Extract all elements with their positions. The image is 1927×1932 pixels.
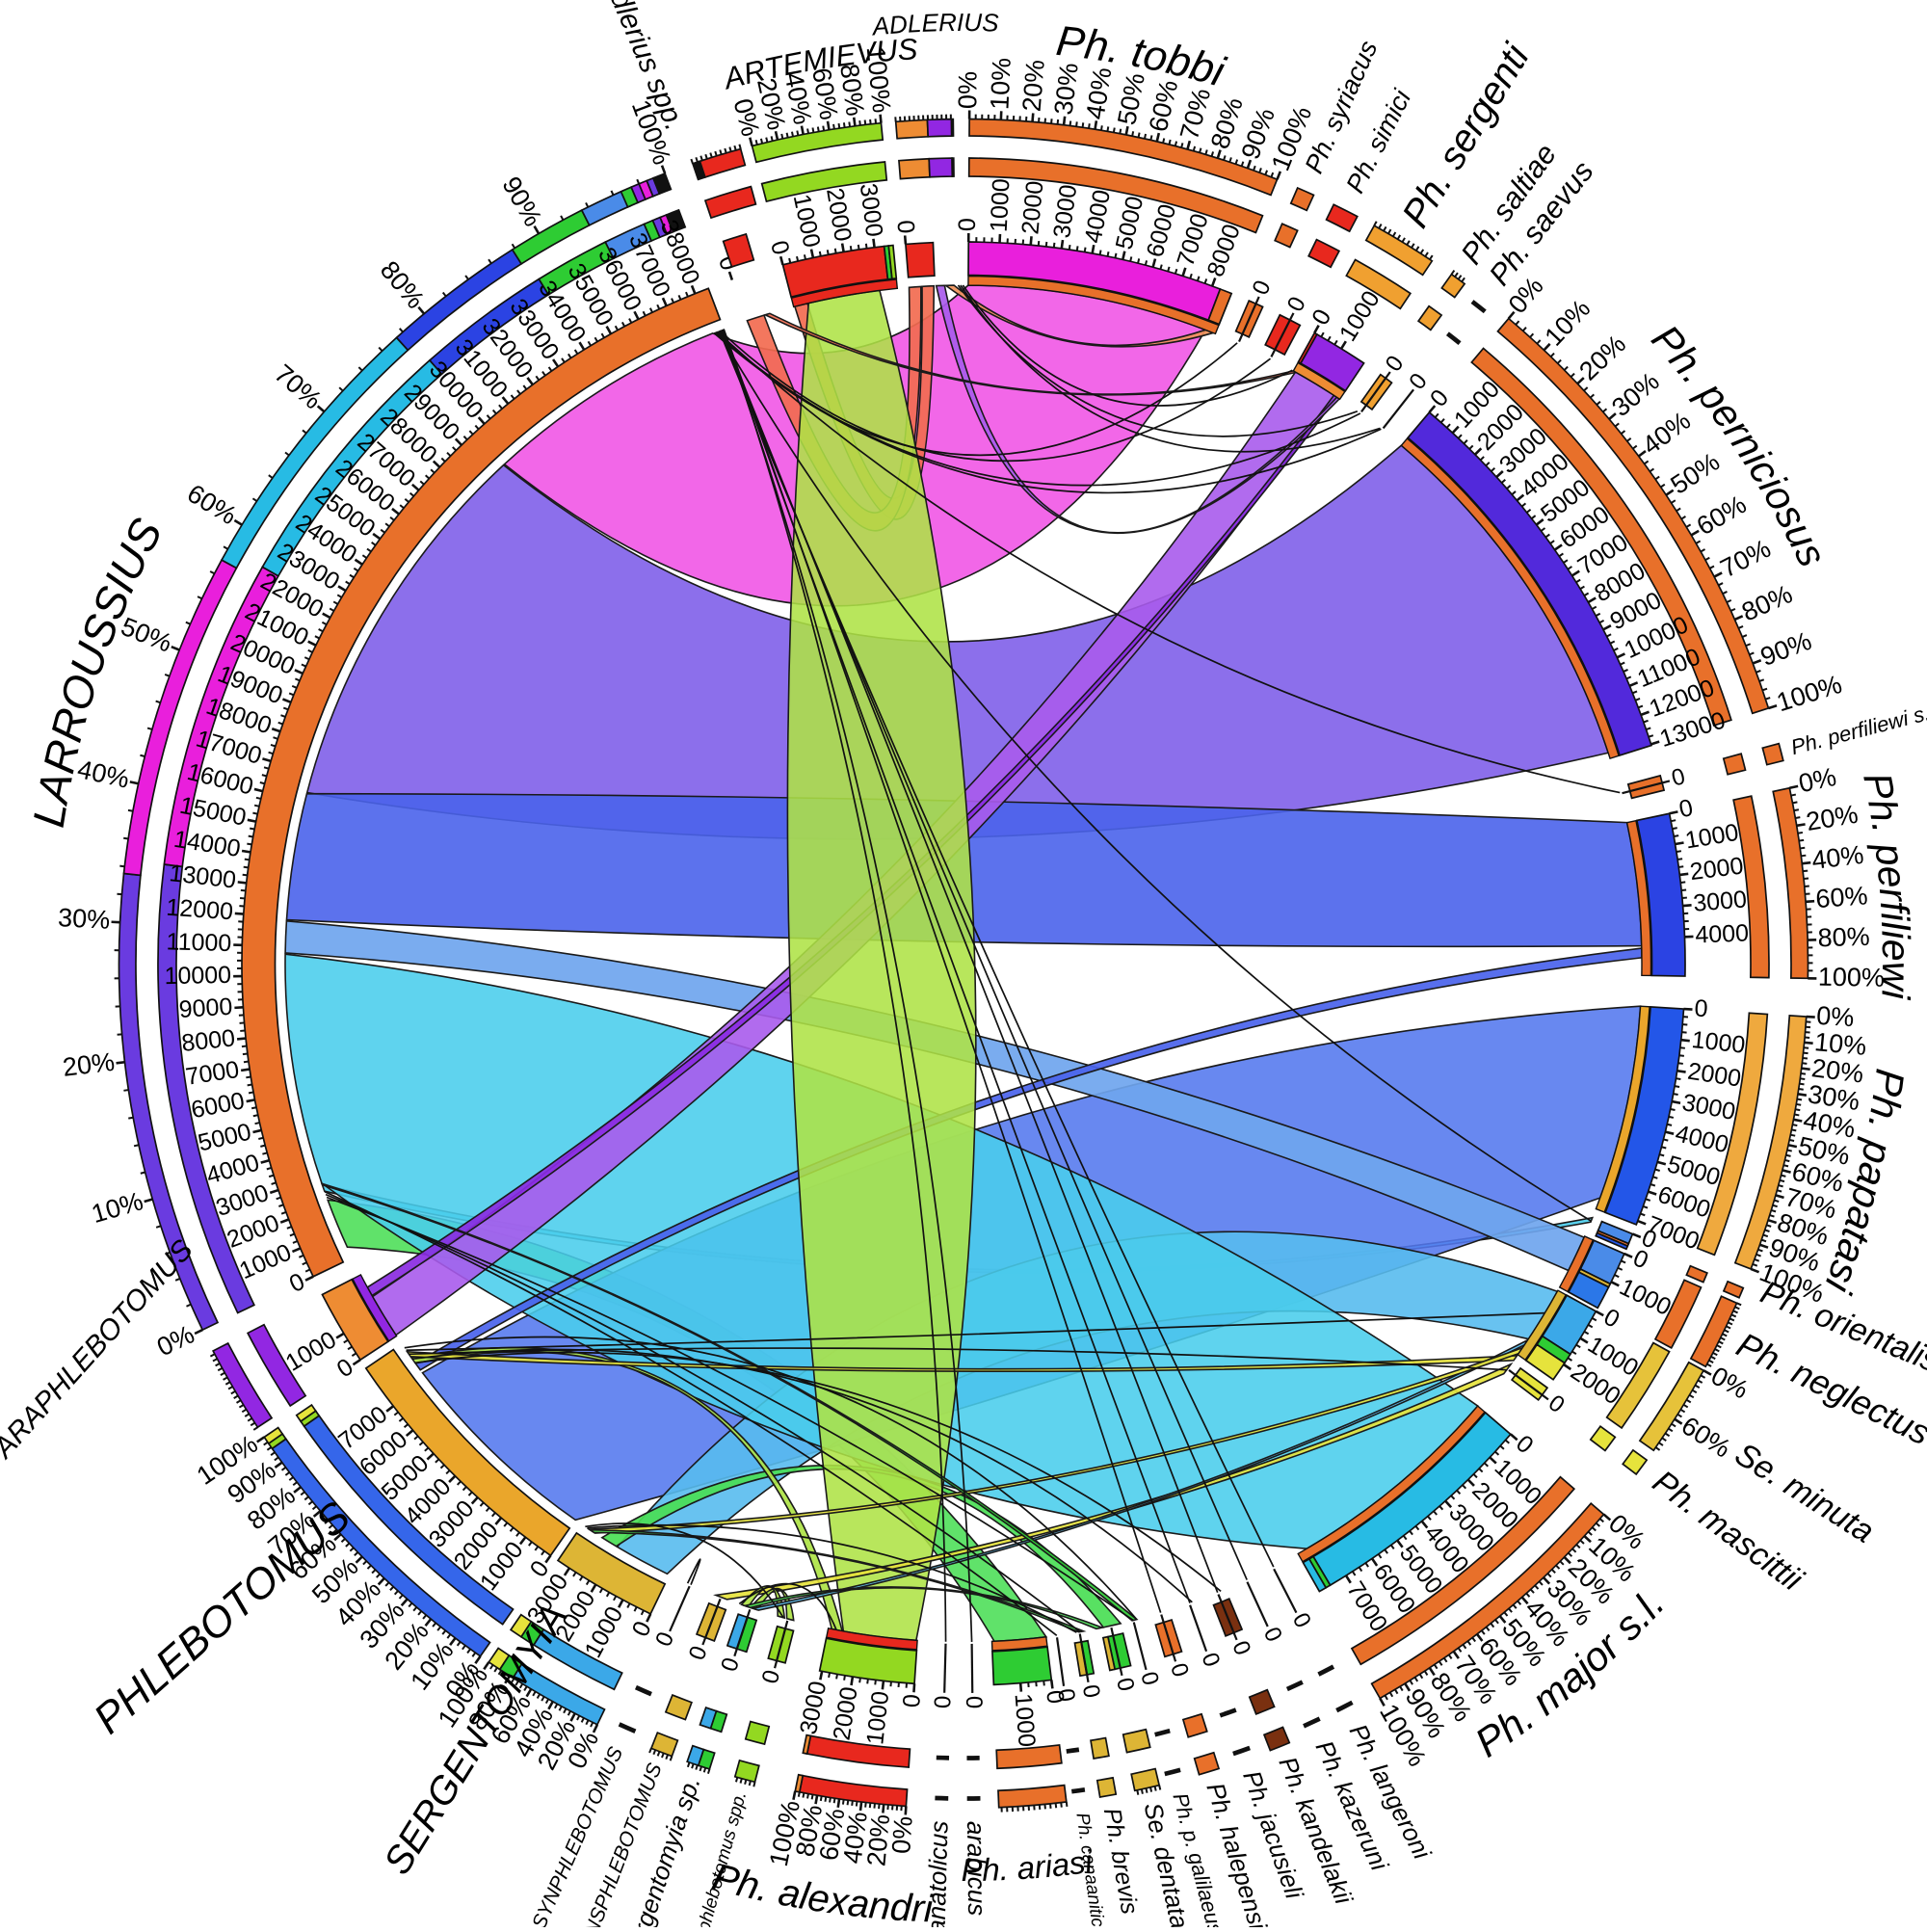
svg-text:0: 0 bbox=[961, 1696, 987, 1709]
svg-text:20%: 20% bbox=[1017, 59, 1050, 113]
svg-text:10%: 10% bbox=[985, 57, 1016, 110]
svg-text:0: 0 bbox=[1694, 994, 1709, 1022]
svg-text:9000: 9000 bbox=[178, 993, 233, 1023]
svg-text:arabicus: arabicus bbox=[962, 1821, 991, 1917]
svg-text:20%: 20% bbox=[61, 1047, 116, 1082]
svg-text:0: 0 bbox=[898, 1693, 926, 1708]
svg-text:30%: 30% bbox=[1049, 62, 1084, 117]
svg-text:ADLERIUS: ADLERIUS bbox=[869, 8, 999, 41]
svg-text:80%: 80% bbox=[1817, 922, 1870, 952]
svg-text:12000: 12000 bbox=[166, 894, 234, 926]
svg-text:1000: 1000 bbox=[986, 178, 1016, 233]
svg-text:8000: 8000 bbox=[180, 1024, 236, 1057]
svg-text:60%: 60% bbox=[1814, 881, 1868, 913]
svg-text:0: 0 bbox=[930, 1695, 956, 1708]
svg-text:2000: 2000 bbox=[1016, 179, 1048, 235]
svg-text:0: 0 bbox=[891, 219, 919, 234]
svg-text:40%: 40% bbox=[1810, 840, 1865, 875]
svg-text:4000: 4000 bbox=[1695, 919, 1750, 948]
svg-text:10000: 10000 bbox=[164, 962, 231, 990]
svg-text:3000: 3000 bbox=[1692, 886, 1748, 916]
svg-text:1000: 1000 bbox=[1690, 1026, 1746, 1059]
svg-text:0%: 0% bbox=[953, 71, 982, 109]
svg-text:11000: 11000 bbox=[166, 928, 231, 957]
svg-text:1000: 1000 bbox=[1009, 1692, 1040, 1748]
svg-text:0: 0 bbox=[954, 218, 981, 231]
svg-text:30%: 30% bbox=[57, 903, 110, 935]
